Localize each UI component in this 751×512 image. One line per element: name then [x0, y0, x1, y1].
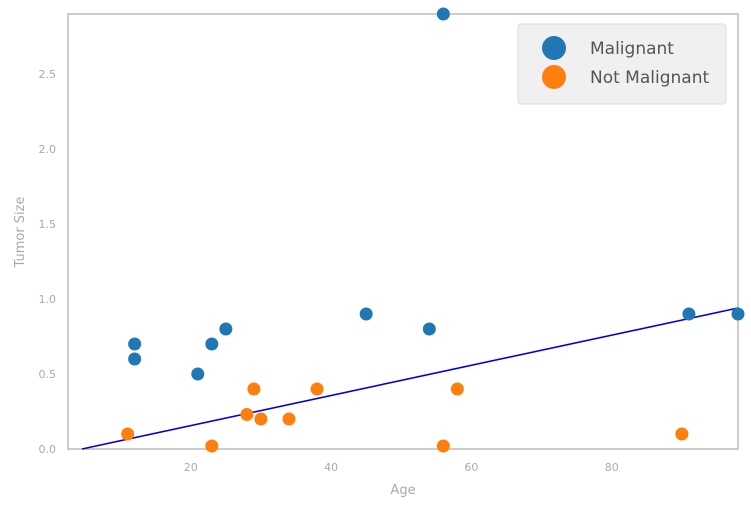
- y-tick-label: 2.0: [39, 143, 57, 156]
- legend: Malignant Not Malignant: [517, 23, 727, 105]
- data-point-malignant: [359, 307, 373, 321]
- y-tick-label: 2.5: [39, 68, 57, 81]
- x-tick-label: 20: [184, 461, 198, 474]
- data-point-not-malignant: [205, 439, 219, 453]
- data-point-malignant: [128, 352, 142, 366]
- data-point-not-malignant: [121, 427, 135, 441]
- data-point-not-malignant: [282, 412, 296, 426]
- fit-line: [81, 307, 739, 450]
- data-point-not-malignant: [310, 382, 324, 396]
- data-point-malignant: [422, 322, 436, 336]
- x-tick-label: 80: [605, 461, 619, 474]
- data-point-not-malignant: [675, 427, 689, 441]
- data-point-not-malignant: [450, 382, 464, 396]
- data-point-not-malignant: [254, 412, 268, 426]
- fit-line-layer: [81, 307, 739, 450]
- x-tick-label: 40: [324, 461, 338, 474]
- x-tick-label: 60: [464, 461, 478, 474]
- x-axis-label: Age: [390, 483, 415, 498]
- legend-marker-not-malignant: [542, 65, 566, 89]
- data-point-not-malignant: [240, 408, 254, 421]
- legend-marker-malignant: [542, 36, 566, 60]
- y-tick-label: 1.5: [39, 218, 57, 231]
- points-layer: [121, 7, 745, 453]
- legend-label-not-malignant: Not Malignant: [590, 68, 709, 88]
- data-point-malignant: [682, 307, 696, 321]
- data-point-malignant: [219, 322, 233, 336]
- data-point-not-malignant: [247, 382, 261, 396]
- data-point-malignant: [731, 307, 745, 321]
- y-tick-label: 0.5: [39, 368, 57, 381]
- data-point-malignant: [436, 7, 450, 21]
- y-axis-label: Tumor Size: [13, 197, 28, 269]
- legend-label-malignant: Malignant: [590, 39, 674, 59]
- x-ticks: 20 40 60 80: [184, 461, 619, 474]
- legend-box: [517, 23, 727, 105]
- data-point-malignant: [128, 337, 142, 351]
- data-point-malignant: [205, 337, 219, 351]
- y-tick-label: 0.0: [39, 443, 57, 456]
- y-tick-label: 1.0: [39, 293, 57, 306]
- data-point-not-malignant: [436, 439, 450, 453]
- data-point-malignant: [191, 367, 205, 381]
- y-ticks: 0.0 0.5 1.0 1.5 2.0 2.5: [39, 68, 57, 456]
